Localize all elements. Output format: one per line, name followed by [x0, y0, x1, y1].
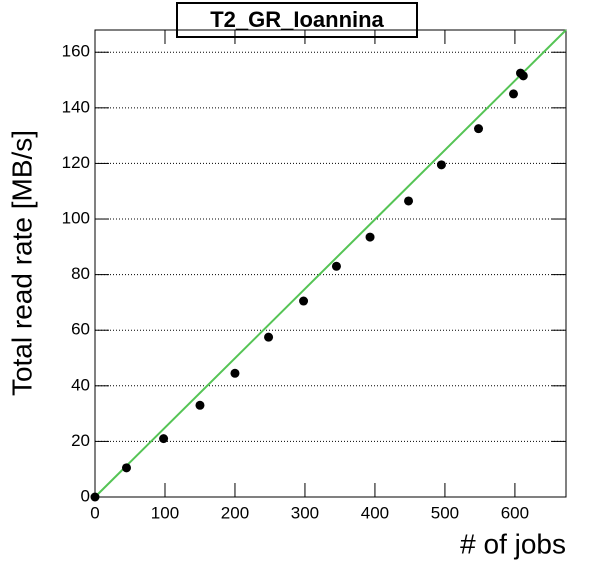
- x-tick-label: 600: [501, 503, 529, 522]
- y-tick-label: 160: [62, 42, 90, 61]
- y-tick-label: 0: [81, 486, 90, 505]
- y-tick-label: 140: [62, 97, 90, 116]
- data-point: [518, 71, 528, 81]
- data-point: [159, 434, 169, 444]
- data-point: [230, 368, 240, 378]
- fit-line: [94, 29, 567, 498]
- y-tick-label: 20: [71, 431, 90, 450]
- data-point: [404, 196, 414, 206]
- y-tick-label: 40: [71, 375, 90, 394]
- y-tick-label: 120: [62, 153, 90, 172]
- data-point: [436, 160, 446, 170]
- data-point: [365, 232, 375, 242]
- y-tick-label: 80: [71, 264, 90, 283]
- data-point: [264, 332, 274, 342]
- data-point: [90, 492, 100, 502]
- data-point: [121, 463, 131, 473]
- x-tick-label: 500: [431, 503, 459, 522]
- y-axis-label: Total read rate [MB/s]: [6, 130, 37, 396]
- x-tick-label: 0: [90, 503, 99, 522]
- x-tick-label: 100: [151, 503, 179, 522]
- y-tick-label: 100: [62, 209, 90, 228]
- data-point: [509, 89, 519, 99]
- x-tick-label: 200: [221, 503, 249, 522]
- data-point: [331, 261, 341, 271]
- data-point: [195, 400, 205, 410]
- x-tick-label: 300: [291, 503, 319, 522]
- plot-frame: [94, 29, 567, 498]
- x-tick-label: 400: [361, 503, 389, 522]
- x-axis-label: # of jobs: [460, 528, 566, 559]
- y-tick-label: 60: [71, 320, 90, 339]
- chart-title: T2_GR_Ioannina: [210, 7, 384, 32]
- data-point: [474, 124, 484, 134]
- data-point: [299, 296, 309, 306]
- title-box: [176, 2, 418, 38]
